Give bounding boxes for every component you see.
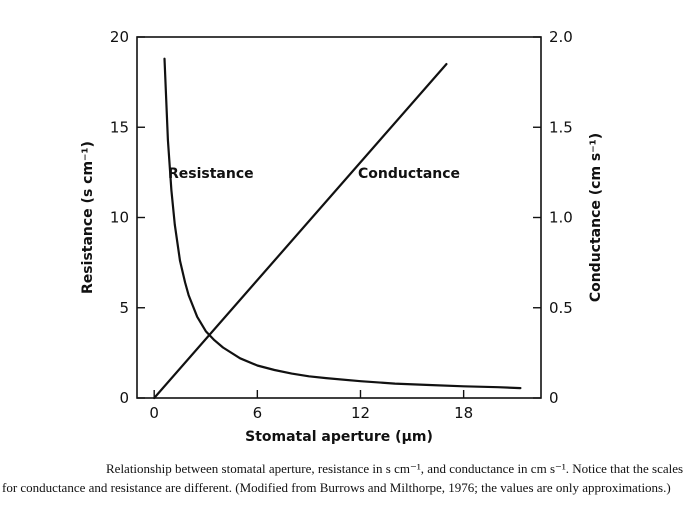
y-right-tick-label: 1.0 [549,209,573,227]
x-axis-title: Stomatal aperture (μm) [245,429,433,445]
y-right-axis-title: Conductance (cm s⁻¹) [588,133,604,302]
chart: 0 6 12 18 0 5 10 15 20 0 0.5 1.0 1.5 2.0 Stomatal aper… [80,28,604,445]
conductance-line [153,62,448,400]
conductance-label: Conductance [358,166,460,182]
y-left-axis-title: Resistance (s cm⁻¹) [80,141,96,294]
y-right-tick-label: 0.5 [549,299,573,317]
x-tick-label: 18 [454,404,473,422]
y-right-tick-label: 2.0 [549,28,573,46]
y-right-tick-label: 0 [549,389,559,407]
resistance-line [163,57,522,390]
figure-caption: Relationship between stomatal aperture, … [2,461,684,495]
y-right-tick-label: 1.5 [549,118,573,136]
plot-frame [136,36,542,399]
y-left-tick-label: 5 [119,299,129,317]
x-tick-label: 12 [351,404,370,422]
y-left-tick-label: 20 [110,28,129,46]
y-left-tick-label: 0 [119,389,129,407]
y-left-tick-label: 15 [110,118,129,136]
x-tick-label: 6 [253,404,263,422]
y-left-tick-label: 10 [110,209,129,227]
x-tick-label: 0 [149,404,159,422]
resistance-label: Resistance [168,166,254,182]
